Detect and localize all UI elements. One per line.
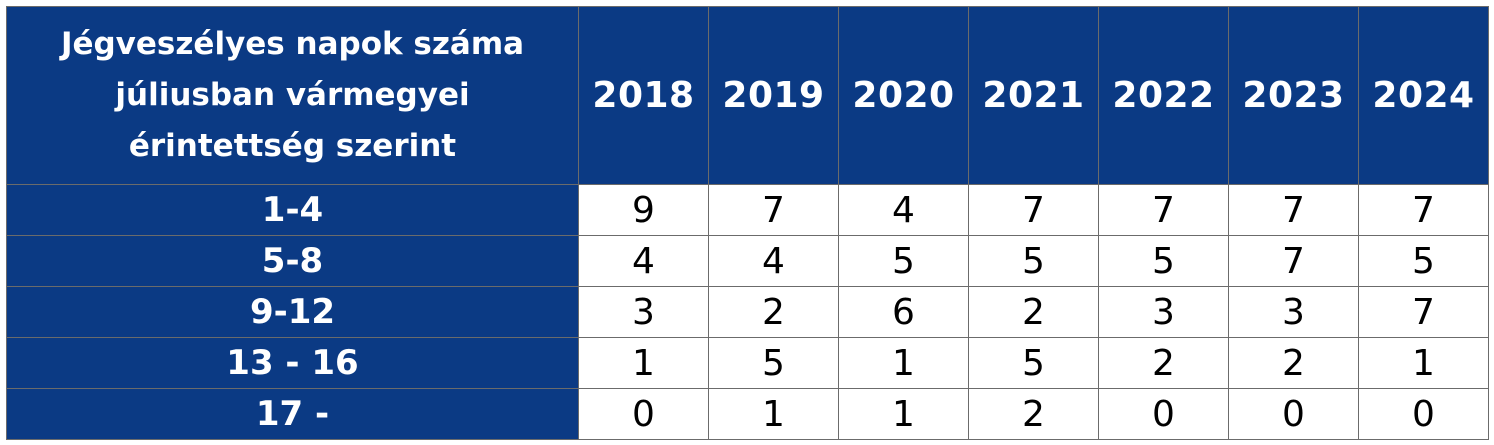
data-table: Jégveszélyes napok száma júliusban várme… (6, 6, 1489, 440)
row-label: 13 - 16 (6, 337, 579, 389)
table-cell: 1 (838, 388, 969, 440)
table-cell: 1 (838, 337, 969, 389)
table-cell: 3 (1228, 286, 1359, 338)
table-cell: 4 (838, 184, 969, 236)
table-cell: 1 (578, 337, 709, 389)
column-header-2022: 2022 (1098, 6, 1229, 185)
column-header-2024: 2024 (1358, 6, 1489, 185)
column-header-2018: 2018 (578, 6, 709, 185)
table-cell: 7 (1098, 184, 1229, 236)
table-cell: 2 (1098, 337, 1229, 389)
table-row: 5-8 4 4 5 5 5 7 5 (6, 235, 1489, 287)
table-cell: 0 (1358, 388, 1489, 440)
data-table-container: Jégveszélyes napok száma júliusban várme… (6, 6, 1489, 440)
table-row: 13 - 16 1 5 1 5 2 2 1 (6, 337, 1489, 389)
table-cell: 7 (708, 184, 839, 236)
row-label: 5-8 (6, 235, 579, 287)
table-cell: 0 (1228, 388, 1359, 440)
table-cell: 3 (578, 286, 709, 338)
table-cell: 2 (968, 388, 1099, 440)
table-cell: 2 (968, 286, 1099, 338)
table-cell: 0 (1098, 388, 1229, 440)
row-label: 9-12 (6, 286, 579, 338)
table-cell: 7 (968, 184, 1099, 236)
table-cell: 7 (1358, 184, 1489, 236)
corner-header: Jégveszélyes napok száma júliusban várme… (6, 6, 579, 185)
table-cell: 9 (578, 184, 709, 236)
table-cell: 4 (578, 235, 709, 287)
table-cell: 3 (1098, 286, 1229, 338)
table-cell: 7 (1358, 286, 1489, 338)
table-cell: 6 (838, 286, 969, 338)
table-cell: 1 (708, 388, 839, 440)
table-cell: 4 (708, 235, 839, 287)
table-cell: 2 (1228, 337, 1359, 389)
column-header-2020: 2020 (838, 6, 969, 185)
row-label: 1-4 (6, 184, 579, 236)
column-header-2019: 2019 (708, 6, 839, 185)
table-cell: 5 (708, 337, 839, 389)
table-cell: 2 (708, 286, 839, 338)
column-header-2023: 2023 (1228, 6, 1359, 185)
table-cell: 0 (578, 388, 709, 440)
row-label: 17 - (6, 388, 579, 440)
table-body: 1-4 9 7 4 7 7 7 7 5-8 4 4 5 5 5 7 5 9-12 3 2 6 2 3 3 7 13 - 16 1 5… (6, 184, 1489, 440)
table-row: 1-4 9 7 4 7 7 7 7 (6, 184, 1489, 236)
header-row: Jégveszélyes napok száma júliusban várme… (6, 6, 1489, 185)
table-cell: 5 (838, 235, 969, 287)
table-cell: 5 (1358, 235, 1489, 287)
table-cell: 7 (1228, 184, 1359, 236)
column-header-2021: 2021 (968, 6, 1099, 185)
table-cell: 7 (1228, 235, 1359, 287)
table-cell: 5 (968, 337, 1099, 389)
table-row: 9-12 3 2 6 2 3 3 7 (6, 286, 1489, 338)
table-cell: 1 (1358, 337, 1489, 389)
table-cell: 5 (1098, 235, 1229, 287)
table-cell: 5 (968, 235, 1099, 287)
